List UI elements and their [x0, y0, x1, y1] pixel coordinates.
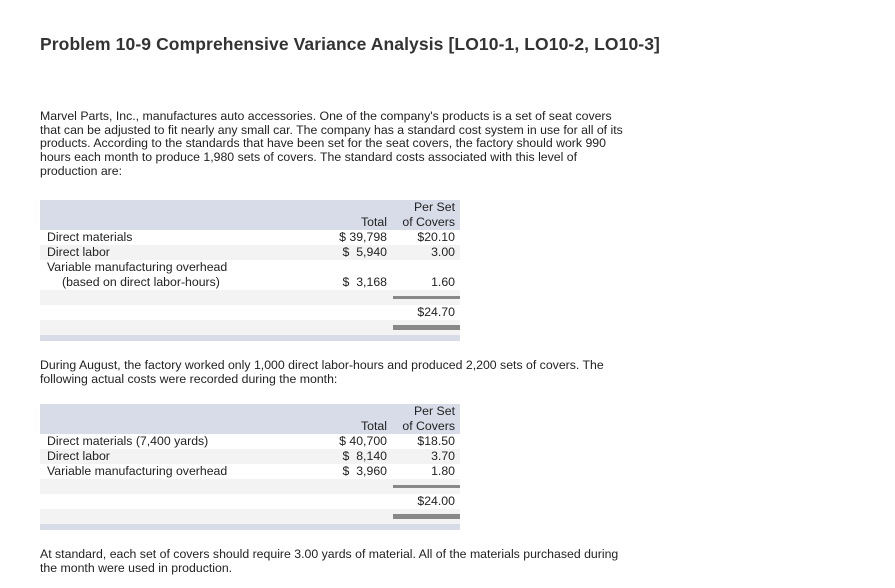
row-label: Variable manufacturing overhead: [47, 260, 228, 274]
table-row: Direct labor $ 8,140 3.70: [40, 449, 460, 464]
row-label: Variable manufacturing overhead: [47, 464, 228, 478]
row-per-set: $20.10: [417, 230, 455, 244]
row-per-set: 3.00: [431, 245, 455, 259]
header-total: Total: [361, 215, 387, 229]
text-line: following actual costs were recorded dur…: [40, 371, 338, 386]
table-row: Variable manufacturing overhead (based o…: [40, 260, 460, 290]
text-line: Marvel Parts, Inc., manufactures auto ac…: [40, 109, 612, 123]
table-footer-strip: [40, 335, 460, 341]
total-rule-row: [40, 509, 460, 524]
single-rule: [393, 296, 460, 299]
total-row: $24.00: [40, 494, 460, 509]
table-row: Direct labor $ 5,940 3.00: [40, 245, 460, 260]
header-line: Per Set: [413, 404, 455, 418]
row-per-set: 1.60: [431, 275, 455, 289]
row-label: Direct labor: [47, 245, 110, 259]
row-label-continued: (based on direct labor-hours): [62, 275, 220, 289]
total-per-set: $24.00: [417, 494, 455, 508]
table-header: Total Per Set of Covers: [40, 200, 460, 230]
row-label: Direct materials: [47, 230, 133, 244]
text-line: that can be adjusted to fit nearly any s…: [40, 122, 623, 137]
problem-title: Problem 10-9 Comprehensive Variance Anal…: [40, 34, 660, 54]
table-row: Variable manufacturing overhead $ 3,960 …: [40, 464, 460, 479]
row-per-set: $18.50: [417, 434, 455, 448]
text-line: hours each month to produce 1,980 sets o…: [40, 150, 578, 165]
table-header: Total Per Set of Covers: [40, 404, 460, 434]
total-per-set: $24.70: [417, 305, 455, 319]
row-total: $ 3,960: [342, 464, 387, 478]
single-rule: [393, 485, 460, 488]
row-total: $ 3,168: [342, 275, 387, 289]
header-line: Per Set: [413, 200, 455, 214]
row-per-set: 1.80: [431, 464, 455, 478]
row-label: Direct materials (7,400 yards): [47, 434, 209, 448]
header-line: of Covers: [402, 419, 455, 433]
row-total: $ 39,798: [339, 230, 387, 244]
subtotal-rule-row: [40, 290, 460, 305]
text-line: the month were used in production.: [40, 560, 233, 575]
text-line: During August, the factory worked only 1…: [40, 358, 604, 372]
table-row: Direct materials $ 39,798 $20.10: [40, 230, 460, 245]
middle-paragraph: During August, the factory worked only 1…: [40, 358, 604, 386]
text-line: products. According to the standards tha…: [40, 136, 606, 151]
double-rule: [393, 325, 460, 330]
row-total: $ 40,700: [339, 434, 387, 448]
text-line: At standard, each set of covers should r…: [40, 547, 619, 561]
standard-cost-table: Total Per Set of Covers Direct materials…: [40, 200, 460, 341]
subtotal-rule-row: [40, 479, 460, 494]
table-row: Direct materials (7,400 yards) $ 40,700 …: [40, 434, 460, 449]
closing-paragraph: At standard, each set of covers should r…: [40, 547, 619, 575]
double-rule: [393, 514, 460, 519]
header-total: Total: [361, 419, 387, 433]
row-total: $ 5,940: [342, 245, 387, 259]
row-per-set: 3.70: [431, 449, 455, 463]
total-rule-row: [40, 320, 460, 335]
table-footer-strip: [40, 524, 460, 530]
total-row: $24.70: [40, 305, 460, 320]
header-per-set: Per Set of Covers: [402, 200, 455, 230]
row-total: $ 8,140: [342, 449, 387, 463]
row-label: Direct labor: [47, 449, 110, 463]
text-line: production are:: [40, 163, 123, 178]
header-line: of Covers: [402, 215, 455, 229]
header-per-set: Per Set of Covers: [402, 404, 455, 434]
intro-paragraph: Marvel Parts, Inc., manufactures auto ac…: [40, 109, 623, 179]
actual-cost-table: Total Per Set of Covers Direct materials…: [40, 404, 460, 530]
